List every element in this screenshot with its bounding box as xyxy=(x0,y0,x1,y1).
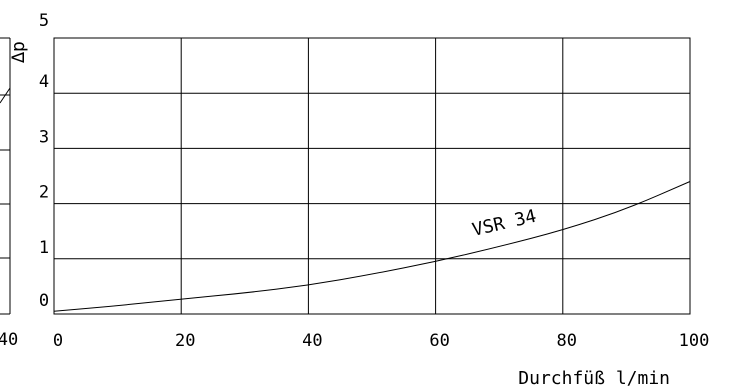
y-tick-label: 2 xyxy=(39,183,49,203)
left-fragment-tick-label: 40 xyxy=(0,330,18,350)
y-tick-label: 0 xyxy=(39,291,49,311)
x-tick-label: 40 xyxy=(302,331,322,351)
x-axis-label: Durchfüß l/min xyxy=(518,368,670,389)
x-tick-label: 60 xyxy=(429,331,449,351)
y-tick-labels: 0 1 2 3 4 5 xyxy=(39,11,49,311)
y-axis-label: ∆p xyxy=(8,41,29,64)
x-tick-label: 20 xyxy=(175,331,195,351)
x-tick-labels: 0 20 40 60 80 100 xyxy=(53,331,709,351)
left-fragment-curve xyxy=(0,87,11,104)
x-tick-label: 80 xyxy=(557,331,577,351)
y-tick-label: 4 xyxy=(39,72,49,92)
x-tick-label: 0 xyxy=(53,331,63,351)
series: VSR 34 xyxy=(53,181,691,312)
y-tick-label: 1 xyxy=(39,238,49,258)
series-line xyxy=(53,181,691,312)
y-tick-label: 3 xyxy=(39,127,49,147)
y-tick-label: 5 xyxy=(39,11,49,31)
left-chart-fragment: 40 xyxy=(0,37,18,350)
x-tick-label: 100 xyxy=(679,331,710,351)
grid xyxy=(53,37,691,315)
plot-frame xyxy=(53,37,691,315)
series-label: VSR 34 xyxy=(470,206,538,241)
